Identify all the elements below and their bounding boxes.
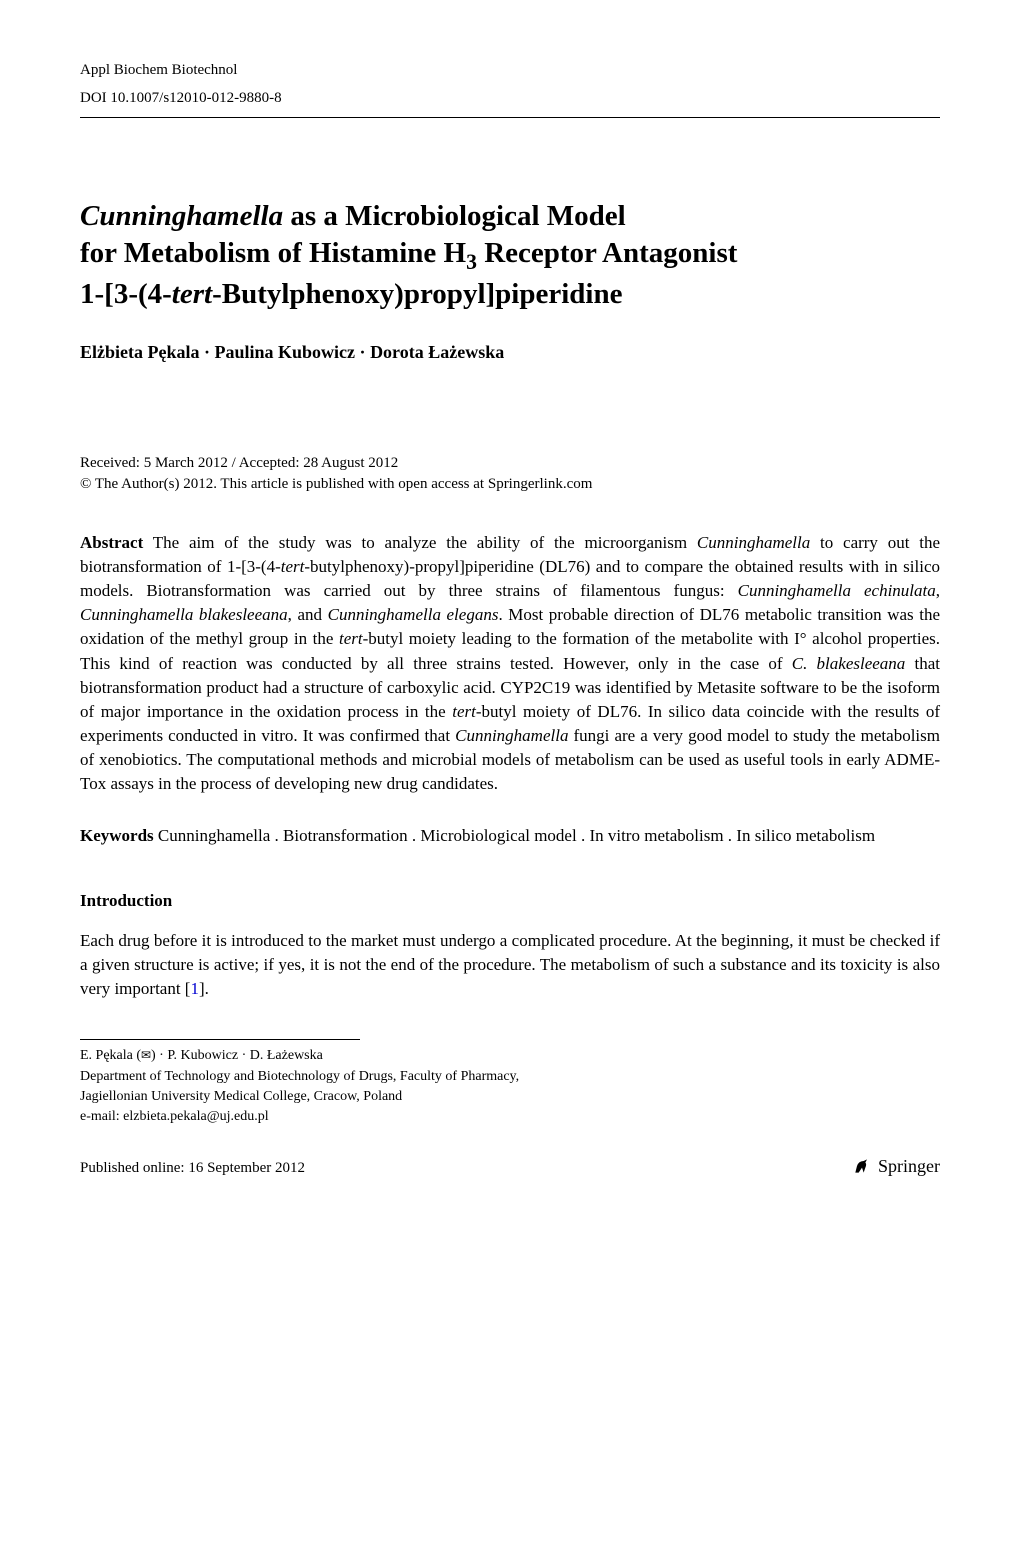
affiliation-dept: Department of Technology and Biotechnolo… xyxy=(80,1067,940,1087)
header-divider xyxy=(80,117,940,118)
abstract-t4: , xyxy=(936,581,940,600)
published-online: Published online: 16 September 2012 xyxy=(80,1160,305,1177)
title-subscript: 3 xyxy=(466,250,477,274)
aff-line1-post: ) · P. Kubowicz · D. Łażewska xyxy=(151,1048,323,1063)
aff-line1-pre: E. Pękala ( xyxy=(80,1048,141,1063)
abstract-ital-3: Cunninghamella echinulata xyxy=(738,581,936,600)
abstract-ital-8: tert xyxy=(452,702,476,721)
author-list: Elżbieta Pękala · Paulina Kubowicz · Dor… xyxy=(80,342,940,363)
springer-horse-icon xyxy=(852,1156,872,1176)
keywords-block: Keywords Cunninghamella . Biotransformat… xyxy=(80,824,940,849)
author-3: Dorota Łażewska xyxy=(370,342,504,362)
running-head: Appl Biochem Biotechnol DOI 10.1007/s120… xyxy=(80,60,940,109)
envelope-icon: ✉ xyxy=(141,1047,151,1064)
intro-text-a: Each drug before it is introduced to the… xyxy=(80,931,940,998)
footnote-divider xyxy=(80,1039,360,1040)
title-text-3a: 1-[3-(4- xyxy=(80,278,172,310)
title-text-2a: for Metabolism of Histamine H xyxy=(80,237,466,269)
abstract-block: Abstract The aim of the study was to ana… xyxy=(80,531,940,796)
keywords-text: Cunninghamella . Biotransformation . Mic… xyxy=(154,826,875,845)
title-italic-1: Cunninghamella xyxy=(80,200,283,232)
affiliation-univ: Jagiellonian University Medical College,… xyxy=(80,1087,940,1107)
citation-link-1[interactable]: 1 xyxy=(190,979,199,998)
author-sep-1: · xyxy=(200,342,215,362)
title-text-1: as a Microbiological Model xyxy=(283,200,626,232)
abstract-ital-5: Cunninghamella elegans xyxy=(328,605,499,624)
author-2: Paulina Kubowicz xyxy=(215,342,356,362)
title-text-2b: Receptor Antagonist xyxy=(477,237,737,269)
abstract-t5: , and xyxy=(288,605,328,624)
affiliation-email: e-mail: elzbieta.pekala@uj.edu.pl xyxy=(80,1107,940,1127)
intro-text-b: ]. xyxy=(199,979,209,998)
keywords-label: Keywords xyxy=(80,826,154,845)
abstract-ital-4: Cunninghamella blakesleeana xyxy=(80,605,288,624)
springer-logo: Springer xyxy=(852,1156,940,1177)
doi: DOI 10.1007/s12010-012-9880-8 xyxy=(80,88,940,108)
abstract-label: Abstract xyxy=(80,533,143,552)
article-title: Cunninghamella as a Microbiological Mode… xyxy=(80,198,940,314)
journal-name: Appl Biochem Biotechnol xyxy=(80,60,940,80)
article-dates: Received: 5 March 2012 / Accepted: 28 Au… xyxy=(80,453,940,495)
abstract-t1: The aim of the study was to analyze the … xyxy=(143,533,697,552)
abstract-ital-2: tert xyxy=(281,557,305,576)
intro-paragraph: Each drug before it is introduced to the… xyxy=(80,929,940,1001)
title-text-3b: -Butylphenoxy)propyl]piperidine xyxy=(212,278,622,310)
corresponding-authors: E. Pękala (✉) · P. Kubowicz · D. Łażewsk… xyxy=(80,1046,940,1066)
copyright-line: © The Author(s) 2012. This article is pu… xyxy=(80,474,940,495)
author-affiliation: E. Pękala (✉) · P. Kubowicz · D. Łażewsk… xyxy=(80,1046,940,1127)
author-1: Elżbieta Pękala xyxy=(80,342,200,362)
author-sep-2: · xyxy=(355,342,370,362)
abstract-ital-6: tert xyxy=(339,629,363,648)
abstract-ital-7: C. blakesleeana xyxy=(792,654,906,673)
title-italic-2: tert xyxy=(172,278,212,310)
received-accepted: Received: 5 March 2012 / Accepted: 28 Au… xyxy=(80,453,940,474)
abstract-ital-9: Cunninghamella xyxy=(455,726,568,745)
page-footer: Published online: 16 September 2012 Spri… xyxy=(80,1156,940,1177)
section-heading-introduction: Introduction xyxy=(80,891,940,911)
abstract-ital-1: Cunninghamella xyxy=(697,533,810,552)
springer-text: Springer xyxy=(878,1156,940,1177)
